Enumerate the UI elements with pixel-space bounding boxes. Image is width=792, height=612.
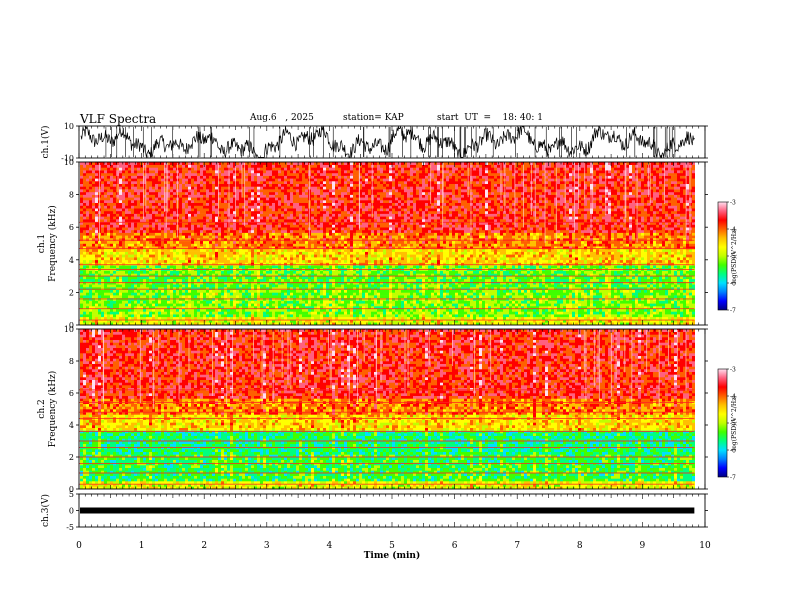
ch1-colorbar-label: log(PSD)(V^2/Hz) <box>731 228 738 283</box>
ch2-colorbar-tick: -4 <box>730 394 736 401</box>
x-tick-label: 2 <box>201 541 207 551</box>
ch3-panel-frame <box>78 493 706 528</box>
ch3-ytick-label: 0 <box>69 507 74 516</box>
x-tick-label: 8 <box>577 541 583 551</box>
ch2-ytick-label: 10 <box>64 325 74 334</box>
x-tick-label: 9 <box>640 541 646 551</box>
ch2-colorbar-tick: -6 <box>730 448 736 455</box>
ch3-trace <box>80 507 695 514</box>
ch1-panel-frame <box>78 161 706 326</box>
figure-title: VLF Spectra <box>80 112 156 126</box>
ch1-colorbar-tick: -7 <box>730 308 736 315</box>
ch1-panel-frame <box>78 125 706 159</box>
ch1-ytick-label: 10 <box>64 122 74 131</box>
ch1-ytick-label: 8 <box>69 191 74 200</box>
ch2-panel-frame <box>78 328 706 490</box>
ch1-colorbar-tick: -6 <box>730 281 736 288</box>
ch1-colorbar-tick: -3 <box>730 200 736 207</box>
x-tick-label: 3 <box>264 541 270 551</box>
ch1-colorbar-tick: -4 <box>730 227 736 234</box>
ch1-colorbar-tick: -5 <box>730 254 736 261</box>
ch2-ytick-label: 2 <box>69 453 74 462</box>
x-tick-label: 0 <box>76 541 82 551</box>
ch3-ytick-label: 5 <box>69 490 74 499</box>
ch2-ytick-label: 0 <box>69 485 74 494</box>
x-tick-label: 7 <box>514 541 520 551</box>
x-tick-label: 6 <box>452 541 458 551</box>
ch2-ytick-label: 8 <box>69 357 74 366</box>
ch1-ytick-label: 6 <box>69 223 74 232</box>
x-tick-label: 5 <box>389 541 395 551</box>
ch1-waveform <box>80 125 695 158</box>
ch2-colorbar-label: log(PSD)(V^2/Hz) <box>731 395 738 450</box>
x-axis-label: Time (min) <box>364 550 421 561</box>
ch2-ylabel-frequency: Frequency (kHz) <box>47 371 58 448</box>
ch1-ytick-label: -10 <box>61 154 74 163</box>
ch1-spectrogram <box>79 162 705 326</box>
ch1-colorbar <box>717 201 728 311</box>
ch1-ytick-label: 0 <box>69 321 74 330</box>
ch2-colorbar-tick: -7 <box>730 475 736 482</box>
ch3-ylabel: ch.3(V) <box>40 494 51 527</box>
ch1-ylabel-channel: ch.1 <box>37 234 47 253</box>
ch3-ytick-label: -5 <box>66 523 74 532</box>
date-label: Aug.6 , 2025 <box>250 113 314 123</box>
station-label: station= KAP <box>343 113 404 123</box>
x-tick-label: 4 <box>327 541 333 551</box>
ch2-ylabel-channel: ch.2 <box>37 399 47 418</box>
ch2-colorbar <box>717 368 728 478</box>
ch1-ylabel-frequency: Frequency (kHz) <box>47 205 58 282</box>
x-tick-label: 10 <box>699 541 711 551</box>
ch1-ytick-label: 10 <box>64 158 74 167</box>
ch1-ylabel: ch.1(V) <box>40 126 51 159</box>
ch1-ytick-label: 2 <box>69 288 74 297</box>
ch1-ytick-label: 4 <box>69 256 74 265</box>
ch2-colorbar-tick: -3 <box>730 367 736 374</box>
x-tick-label: 1 <box>139 541 145 551</box>
ch2-ytick-label: 6 <box>69 389 74 398</box>
ch2-colorbar-tick: -5 <box>730 421 736 428</box>
ch2-spectrogram <box>79 329 705 490</box>
ch2-ytick-label: 4 <box>69 421 74 430</box>
start-time-label: start UT = 18: 40: 1 <box>437 113 543 123</box>
